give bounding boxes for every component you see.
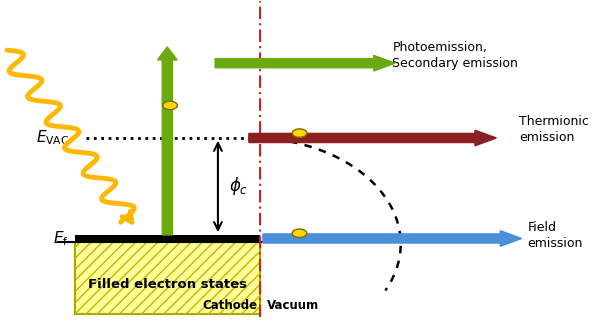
Circle shape: [292, 129, 307, 137]
Text: Field
emission: Field emission: [527, 221, 582, 250]
Text: Cathode: Cathode: [202, 299, 257, 312]
Bar: [75, 242, 260, 314]
Text: Vacuum: Vacuum: [267, 299, 319, 312]
FancyArrow shape: [215, 55, 395, 71]
FancyArrow shape: [263, 231, 521, 246]
Circle shape: [163, 101, 178, 110]
Circle shape: [292, 229, 307, 237]
FancyArrow shape: [157, 47, 177, 235]
Text: Thermionic
emission: Thermionic emission: [519, 115, 588, 144]
Text: $E_{\mathrm{VAC}}$: $E_{\mathrm{VAC}}$: [36, 129, 69, 147]
Bar: [75, 235, 260, 242]
Text: Filled electron states: Filled electron states: [88, 278, 247, 291]
Text: Photoemission,
Secondary emission: Photoemission, Secondary emission: [392, 41, 518, 70]
Bar: [75, 242, 260, 314]
FancyArrow shape: [249, 130, 496, 146]
Text: $E_{\mathrm{f}}$: $E_{\mathrm{f}}$: [53, 229, 69, 248]
Text: $\phi_c$: $\phi_c$: [229, 175, 248, 197]
